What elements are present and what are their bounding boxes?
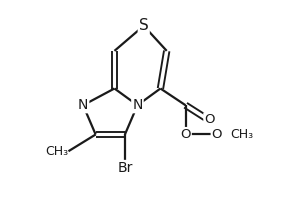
Text: Br: Br — [117, 161, 133, 175]
Text: O: O — [180, 128, 191, 141]
Text: S: S — [139, 18, 148, 33]
Text: CH₃: CH₃ — [230, 128, 254, 141]
Text: O: O — [212, 128, 222, 141]
Text: N: N — [78, 98, 88, 112]
Text: N: N — [132, 98, 142, 112]
Text: CH₃: CH₃ — [45, 145, 68, 158]
Text: O: O — [204, 113, 215, 126]
